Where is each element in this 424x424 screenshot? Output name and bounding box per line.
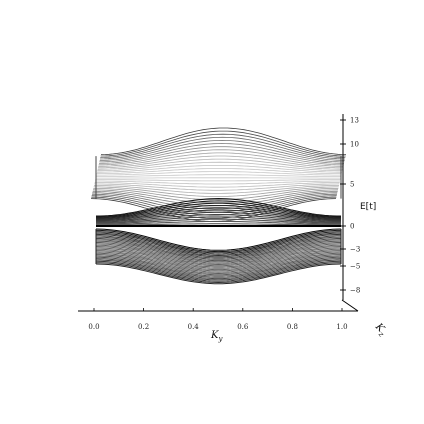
x-tick-label: 0.0 — [88, 323, 99, 331]
lower-band-surface — [95, 228, 342, 285]
energy-tick-label: 10 — [350, 141, 359, 149]
upper-band-curve — [91, 195, 337, 216]
lower-band-curve — [95, 248, 342, 271]
upper-sheet-curve — [96, 200, 341, 218]
depth-axis-label: Kz — [371, 321, 389, 339]
lower-band-curve — [95, 243, 342, 266]
upper-band-curve — [94, 182, 340, 188]
upper-band-curve — [97, 158, 343, 170]
upper-sheet-curve — [96, 207, 341, 220]
lower-band-curve — [95, 231, 342, 254]
energy-tick-label: 5 — [350, 181, 354, 189]
x-tick-label: 1.0 — [336, 323, 347, 331]
upper-band-curve — [99, 136, 346, 160]
x-tick-label: 0.8 — [287, 323, 298, 331]
lower-band-curve — [95, 260, 342, 282]
upper-sheet-curve — [96, 216, 341, 224]
lower-band-curve — [95, 252, 342, 275]
lower-band-curve — [96, 247, 341, 269]
energy-axis-label: E[t] — [360, 202, 376, 212]
lower-band-curve — [95, 251, 342, 273]
upper-band-curve — [100, 127, 347, 155]
lower-band-curve — [96, 242, 341, 264]
upper-sheet-curve — [96, 223, 341, 226]
upper-band-curve — [97, 165, 342, 173]
upper-sheet-curve — [95, 202, 342, 219]
upper-sheet-curve — [95, 211, 342, 222]
upper-band-curve — [93, 188, 339, 200]
lower-band-curve — [95, 240, 342, 263]
lower-band-curve — [96, 259, 341, 281]
lower-band-curve — [95, 258, 342, 280]
upper-band-curve — [92, 192, 338, 210]
lower-band-curve — [96, 256, 341, 278]
upper-sheet-curve — [96, 204, 341, 220]
lower-band-curve — [96, 250, 341, 272]
upper-band-curve — [91, 196, 337, 219]
depth-axis-line — [341, 299, 359, 312]
energy-tick-label: −5 — [350, 263, 360, 271]
lower-band-curve — [96, 254, 341, 276]
lower-band-curve — [96, 244, 341, 267]
upper-band-curve — [98, 146, 345, 164]
lower-band-curve — [96, 232, 341, 255]
upper-sheet-curve — [95, 220, 342, 225]
lower-band-curve — [95, 228, 342, 251]
upper-band-curve — [93, 186, 339, 197]
lower-band-curve — [95, 236, 342, 259]
upper-band-curve — [95, 180, 340, 185]
lower-band-curve — [95, 263, 342, 285]
x-tick-label: 0.4 — [188, 323, 200, 331]
upper-sheet-curve — [96, 198, 341, 217]
upper-band-curve — [98, 152, 344, 167]
lower-band-curve — [95, 246, 342, 268]
upper-sheet-curve — [96, 209, 341, 221]
x-axis-ticks: 0.0 0.2 0.4 0.6 0.8 1.0 — [88, 308, 348, 331]
axes — [78, 114, 359, 312]
lower-band-curve — [95, 233, 342, 257]
upper-band-curve — [96, 168, 342, 175]
lower-band-curve — [95, 239, 342, 262]
upper-band-curve — [95, 179, 341, 182]
upper-band-curve — [96, 174, 341, 177]
x-axis-label: Ky — [210, 330, 223, 343]
upper-band-curve — [94, 185, 339, 194]
energy-tick-label: 0 — [350, 223, 354, 231]
energy-axis-ticks: 13 10 5 0 −3 −5 −8 — [340, 117, 360, 295]
upper-band-curve — [94, 183, 340, 191]
lower-band-curve — [96, 238, 341, 260]
lower-band-curve — [96, 262, 341, 284]
upper-band-sheet — [95, 198, 342, 227]
upper-sheet-curve — [96, 218, 341, 225]
upper-sheet-curve — [96, 214, 341, 223]
upper-band-curve — [97, 161, 343, 172]
lower-band-curve — [95, 255, 342, 277]
energy-tick-label: 13 — [350, 117, 359, 125]
upper-band-curve — [99, 143, 345, 163]
upper-band-curve — [98, 149, 344, 166]
lower-band-curve — [96, 229, 341, 253]
x-tick-label: 0.2 — [138, 323, 149, 331]
x-tick-label: 0.6 — [237, 323, 249, 331]
upper-band-curve — [100, 130, 346, 157]
upper-band-curve — [96, 171, 342, 176]
upper-band-curve — [99, 139, 345, 161]
lower-band-curve — [96, 235, 341, 258]
energy-tick-label: −8 — [350, 287, 360, 295]
energy-tick-label: −3 — [350, 246, 360, 254]
upper-band-curve — [98, 155, 343, 169]
upper-band-curve — [100, 133, 346, 158]
